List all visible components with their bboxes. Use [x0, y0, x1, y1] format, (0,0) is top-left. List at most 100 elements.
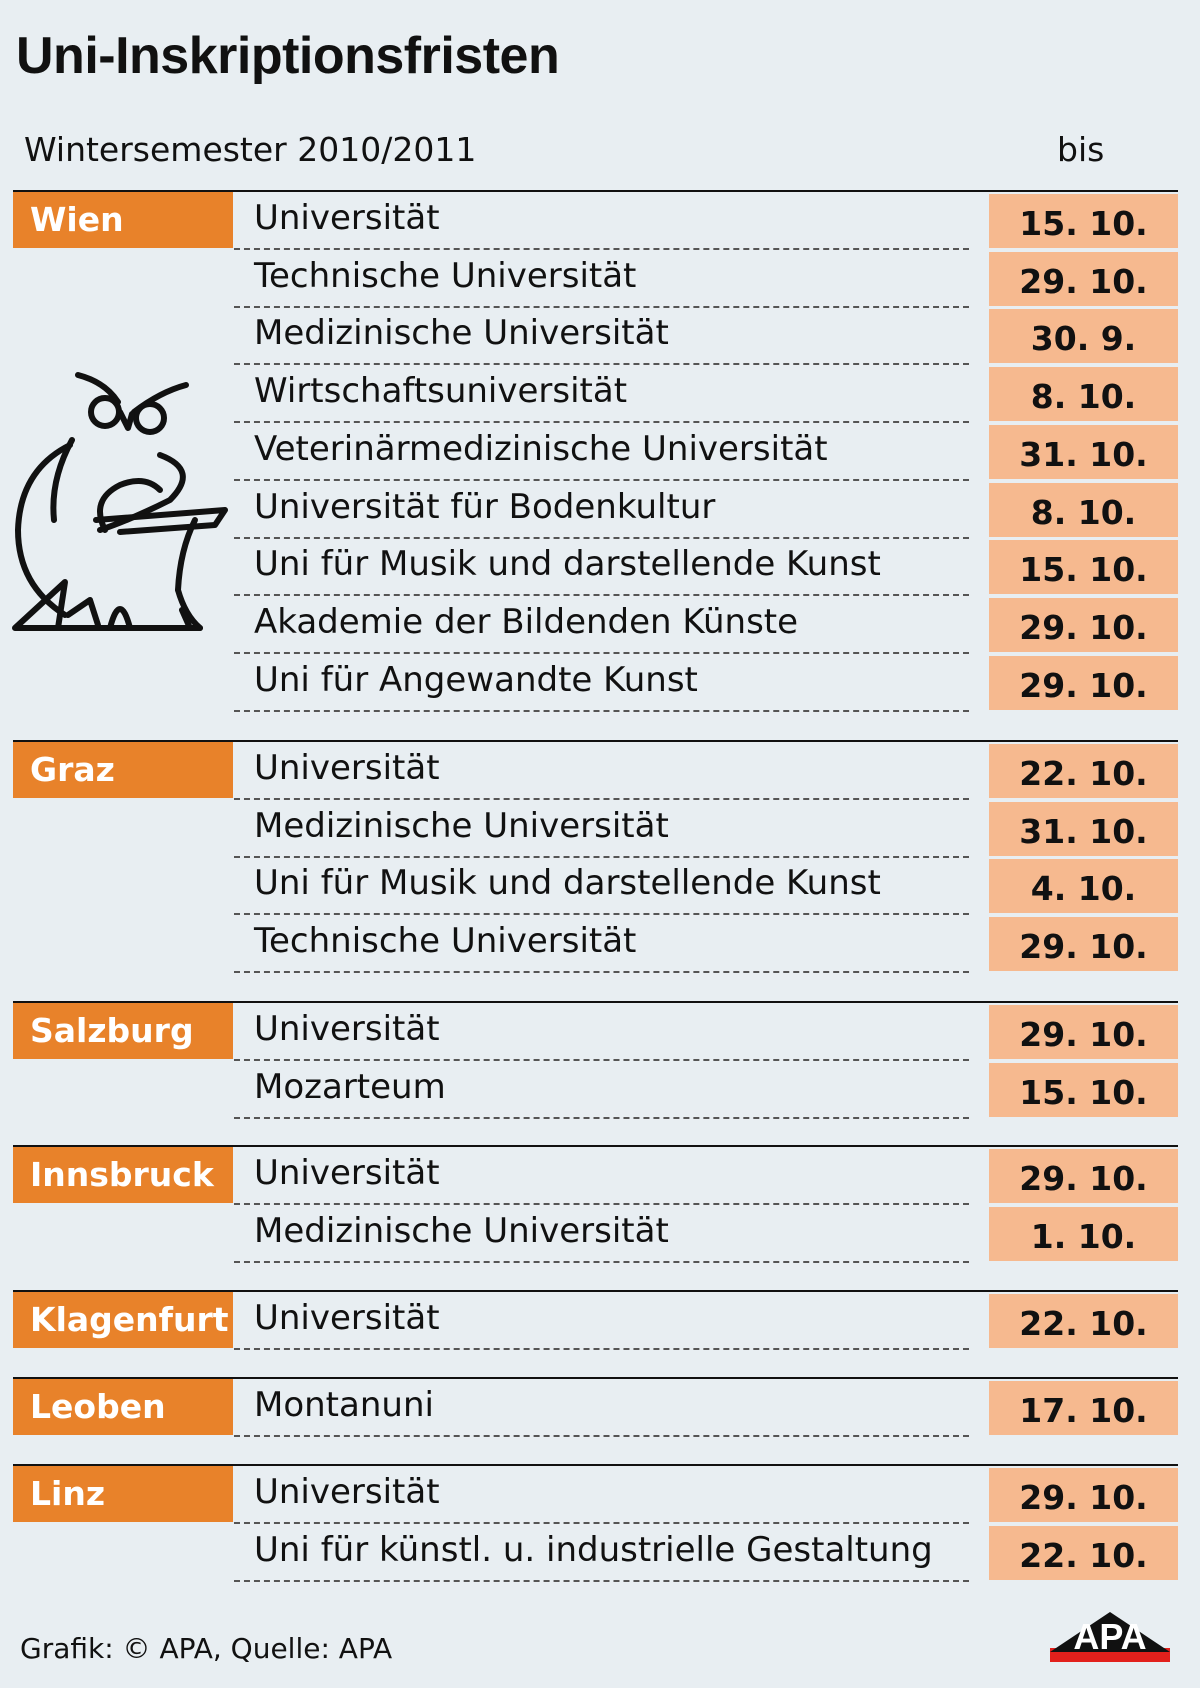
university-cell: Medizinische Universität	[234, 1205, 969, 1263]
deadline-date: 31. 10.	[989, 424, 1178, 479]
university-cell: Montanuni	[234, 1379, 969, 1437]
deadline-date: 8. 10.	[989, 482, 1178, 537]
group-divider	[13, 740, 1178, 742]
university-cell: Universität	[234, 1003, 969, 1061]
table-row: Akademie der Bildenden Künste 29. 10.	[0, 596, 1200, 654]
table-row: Mozarteum 15. 10.	[0, 1061, 1200, 1119]
university-name: Montanuni	[254, 1385, 434, 1425]
group-divider	[13, 1145, 1178, 1147]
university-cell: Universität für Bodenkultur	[234, 481, 969, 539]
deadline-date: 30. 9.	[989, 309, 1178, 364]
deadline-date: 29. 10.	[989, 597, 1178, 652]
deadline-date: 15. 10.	[989, 540, 1178, 595]
university-cell: Universität	[234, 1466, 969, 1524]
university-name: Technische Universität	[254, 921, 637, 962]
deadline-date: 22. 10.	[989, 1294, 1178, 1348]
university-name: Medizinische Universität	[254, 1210, 669, 1251]
city-label: Wien	[13, 192, 233, 248]
deadline-date: 31. 10.	[989, 801, 1178, 856]
university-cell: Uni für künstl. u. industrielle Gestaltu…	[234, 1524, 969, 1582]
deadline-date: 29. 10.	[989, 655, 1178, 710]
university-name: Universität für Bodenkultur	[254, 486, 716, 527]
deadline-date: 22. 10.	[989, 744, 1178, 798]
table-row: Universität 15. 10.	[0, 192, 1200, 250]
university-cell: Universität	[234, 1147, 969, 1205]
table-row: Universität 29. 10.	[0, 1466, 1200, 1524]
table-row: Montanuni 17. 10.	[0, 1379, 1200, 1437]
university-name: Akademie der Bildenden Künste	[254, 601, 799, 642]
university-cell: Universität	[234, 192, 969, 250]
university-cell: Uni für Angewandte Kunst	[234, 654, 969, 712]
university-cell: Veterinärmedizinische Universität	[234, 423, 969, 481]
deadline-date: 22. 10.	[989, 1525, 1178, 1580]
source-credit: Grafik: © APA, Quelle: APA	[20, 1632, 393, 1665]
deadline-column-header: bis	[1057, 130, 1105, 169]
university-name: Universität	[254, 1153, 440, 1193]
university-cell: Universität	[234, 742, 969, 800]
deadline-date: 1. 10.	[989, 1206, 1178, 1261]
table-row: Universität 29. 10.	[0, 1147, 1200, 1205]
university-name: Universität	[254, 1298, 440, 1338]
page-title: Uni-Inskriptionsfristen	[16, 27, 560, 85]
apa-logo: APA	[1050, 1612, 1170, 1662]
svg-text:APA: APA	[1073, 1616, 1146, 1657]
university-cell: Universität	[234, 1292, 969, 1350]
table-row: Technische Universität 29. 10.	[0, 250, 1200, 308]
university-name: Universität	[254, 1009, 440, 1049]
city-label: Salzburg	[13, 1003, 233, 1059]
deadline-date: 17. 10.	[989, 1381, 1178, 1435]
university-name: Medizinische Universität	[254, 313, 669, 354]
owl-icon	[12, 372, 228, 631]
table-row: Universität 29. 10.	[0, 1003, 1200, 1061]
university-name: Uni für künstl. u. industrielle Gestaltu…	[254, 1529, 933, 1570]
university-cell: Medizinische Universität	[234, 307, 969, 366]
table-row: Veterinärmedizinische Universität 31. 10.	[0, 423, 1200, 481]
university-cell: Technische Universität	[234, 250, 969, 308]
university-name: Medizinische Universität	[254, 805, 669, 846]
university-name: Universität	[254, 198, 440, 238]
university-name: Universität	[254, 748, 440, 788]
table-row: Universität für Bodenkultur 8. 10.	[0, 481, 1200, 539]
table-row: Wirtschaftsuniversität 8. 10.	[0, 365, 1200, 424]
deadline-date: 15. 10.	[989, 194, 1178, 248]
table-row: Technische Universität 29. 10.	[0, 915, 1200, 974]
table-row: Medizinische Universität 31. 10.	[0, 800, 1200, 858]
deadline-date: 29. 10.	[989, 251, 1178, 306]
deadline-date: 15. 10.	[989, 1062, 1178, 1117]
city-label: Innsbruck	[13, 1147, 233, 1203]
university-name: Universität	[254, 1472, 440, 1512]
university-cell: Uni für Musik und darstellende Kunst	[234, 857, 969, 916]
table-row: Medizinische Universität 1. 10.	[0, 1205, 1200, 1263]
deadline-date: 29. 10.	[989, 1005, 1178, 1059]
university-name: Wirtschaftsuniversität	[254, 371, 628, 412]
group-divider	[13, 1464, 1178, 1466]
group-divider	[13, 190, 1178, 192]
city-label: Leoben	[13, 1379, 233, 1435]
deadline-date: 29. 10.	[989, 917, 1178, 972]
university-name: Mozarteum	[254, 1066, 446, 1107]
table-row: Medizinische Universität 30. 9.	[0, 307, 1200, 366]
group-divider	[13, 1377, 1178, 1379]
deadline-date: 29. 10.	[989, 1468, 1178, 1522]
table-row: Uni für Musik und darstellende Kunst 4. 1…	[0, 857, 1200, 916]
university-name: Uni für Musik und darstellende Kunst	[254, 544, 881, 585]
university-name: Uni für Musik und darstellende Kunst	[254, 863, 881, 904]
deadline-date: 29. 10.	[989, 1149, 1178, 1203]
semester-subtitle: Wintersemester 2010/2011	[24, 130, 477, 169]
city-label: Klagenfurt	[13, 1292, 233, 1348]
university-name: Uni für Angewandte Kunst	[254, 659, 698, 700]
deadline-date: 4. 10.	[989, 859, 1178, 914]
table-row: Universität 22. 10.	[0, 1292, 1200, 1350]
table-row: Universität 22. 10.	[0, 742, 1200, 800]
table-row: Uni für künstl. u. industrielle Gestaltu…	[0, 1524, 1200, 1582]
city-label: Graz	[13, 742, 233, 798]
table-row: Uni für Angewandte Kunst 29. 10.	[0, 654, 1200, 712]
table-row: Uni für Musik und darstellende Kunst 15. …	[0, 538, 1200, 597]
university-name: Veterinärmedizinische Universität	[254, 428, 828, 469]
university-cell: Medizinische Universität	[234, 800, 969, 858]
university-cell: Uni für Musik und darstellende Kunst	[234, 538, 969, 597]
city-label: Linz	[13, 1466, 233, 1522]
group-divider	[13, 1001, 1178, 1003]
university-name: Technische Universität	[254, 255, 637, 296]
university-cell: Technische Universität	[234, 915, 969, 974]
